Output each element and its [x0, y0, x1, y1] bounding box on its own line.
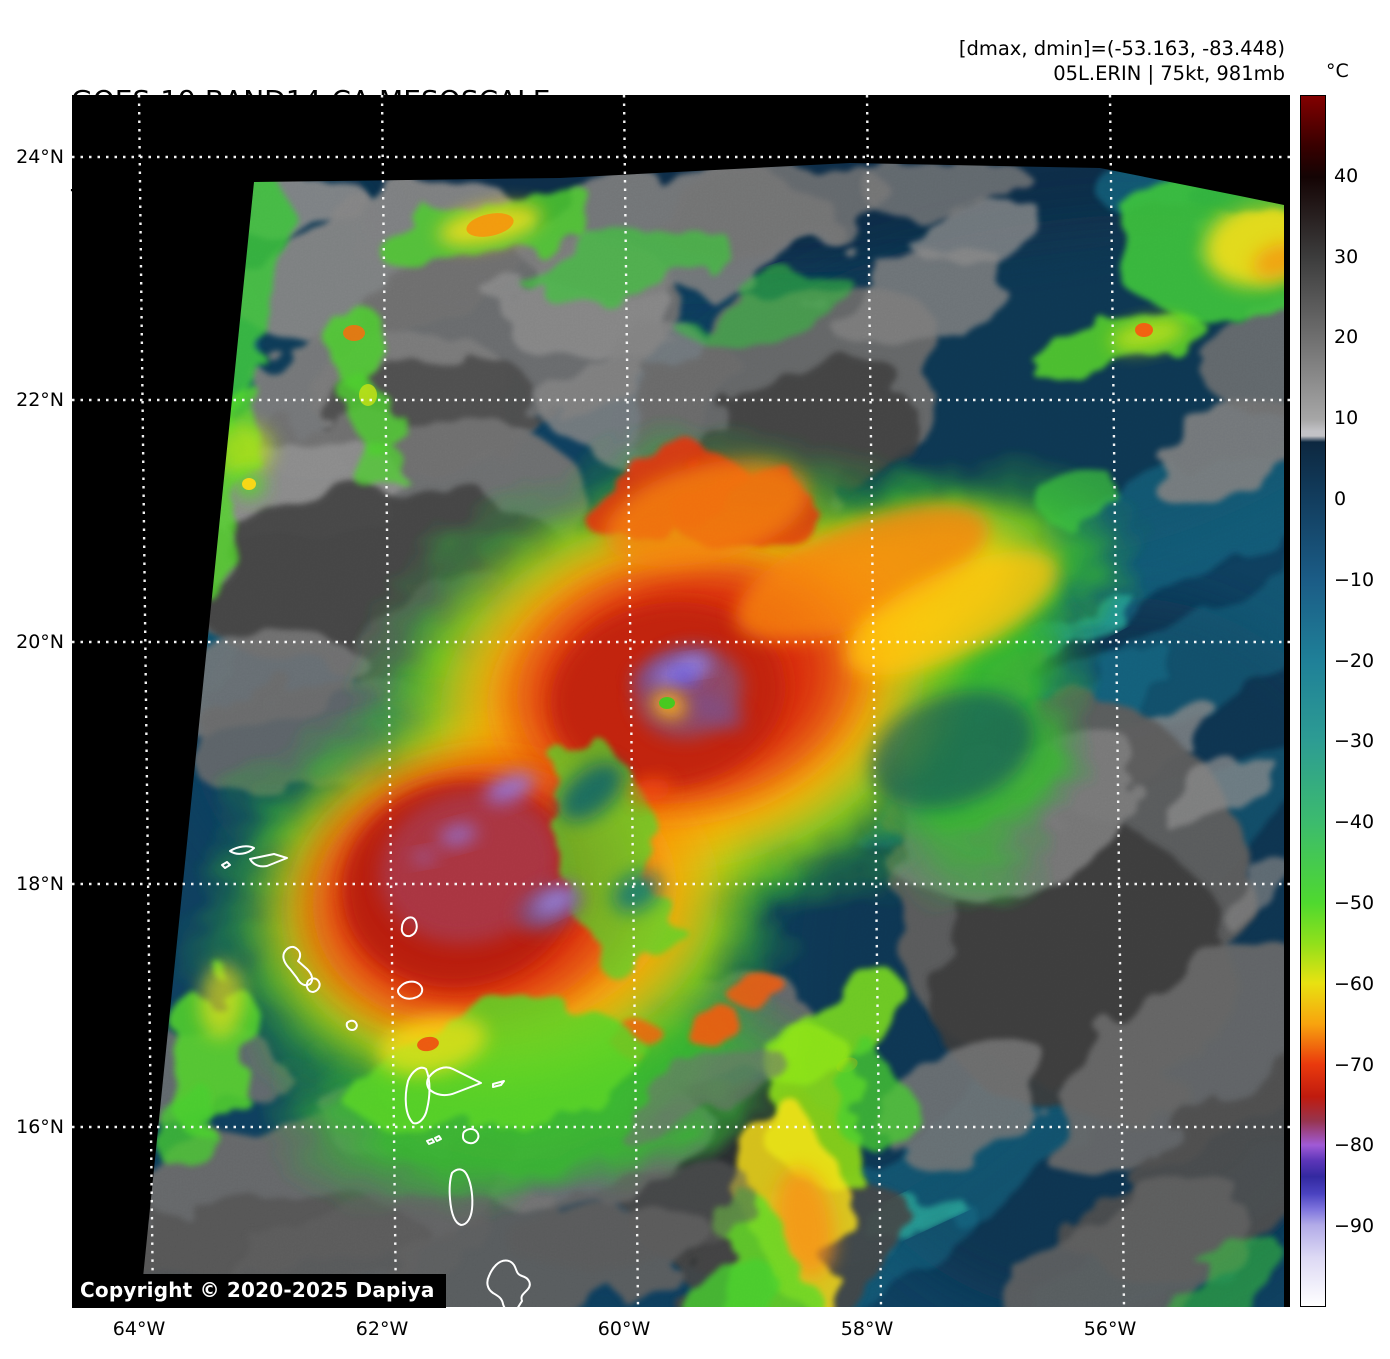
copyright-watermark: Copyright © 2020-2025 Dapiya — [72, 1274, 446, 1308]
lon-axis-label: 62°W — [355, 1318, 409, 1340]
colorbar-tick: −90 — [1334, 1215, 1375, 1238]
coastline-anguilla — [229, 845, 255, 855]
colorbar-tick: 10 — [1334, 407, 1359, 430]
coastline-guadeloupe-basse-terre — [404, 1066, 431, 1125]
colorbar-tick: −20 — [1334, 649, 1375, 672]
coastline-nevis — [305, 977, 321, 993]
storm-info: 05L.ERIN | 75kt, 981mb — [1053, 62, 1285, 85]
colorbar-tick: 40 — [1334, 164, 1359, 187]
satellite-image — [72, 95, 1290, 1307]
colorbar-tick: −70 — [1334, 1053, 1375, 1076]
colorbar-tick: −10 — [1334, 568, 1375, 591]
colorbar-tick: −30 — [1334, 730, 1375, 753]
lon-axis-label: 64°W — [112, 1318, 166, 1340]
lat-axis-label: 22°N — [16, 389, 64, 411]
coastline-st-kitts — [282, 945, 314, 987]
colorbar-unit-label: °C — [1326, 60, 1349, 82]
coastlines — [221, 845, 531, 1307]
image-grain — [140, 163, 1284, 1307]
colorbar-tick: 30 — [1334, 245, 1359, 268]
colorbar-tick: −50 — [1334, 892, 1375, 914]
lat-axis-label: 18°N — [16, 873, 64, 895]
coastline-islet-1 — [426, 1138, 435, 1145]
coastline-barbuda — [400, 916, 418, 938]
dmax-dmin-readout: [dmax, dmin]=(-53.163, -83.448) — [958, 37, 1285, 60]
coastline-marie-galante — [462, 1128, 480, 1145]
lat-axis-label: 20°N — [16, 631, 64, 653]
coastline-guadeloupe-grande-terre — [426, 1066, 482, 1097]
coastline-antigua — [396, 980, 424, 1000]
coastline-martinique — [486, 1259, 531, 1307]
lat-axis-label: 16°N — [16, 1116, 64, 1138]
temperature-colorbar — [1300, 95, 1326, 1307]
satellite-map — [72, 95, 1290, 1307]
colorbar-tick: −60 — [1334, 972, 1375, 995]
lon-axis-label: 58°W — [840, 1318, 894, 1340]
coastline-st-barth — [221, 861, 231, 869]
lat-axis-label: 24°N — [16, 146, 64, 168]
colorbar-tick: −40 — [1334, 811, 1375, 834]
coastline-islet-2 — [434, 1135, 442, 1142]
colorbar-tick: 20 — [1334, 326, 1359, 349]
coastline-st-martin — [249, 853, 288, 868]
coastline-la-desirade — [492, 1080, 505, 1088]
colorbar-tick: −80 — [1334, 1134, 1375, 1157]
lon-axis-label: 56°W — [1083, 1318, 1137, 1340]
colorbar-tick: 0 — [1334, 488, 1347, 510]
header-right: [dmax, dmin]=(-53.163, -83.448) 05L.ERIN… — [959, 36, 1285, 86]
coastline-dominica — [448, 1168, 474, 1226]
lon-axis-label: 60°W — [597, 1318, 651, 1340]
coastline-montserrat — [345, 1019, 358, 1031]
